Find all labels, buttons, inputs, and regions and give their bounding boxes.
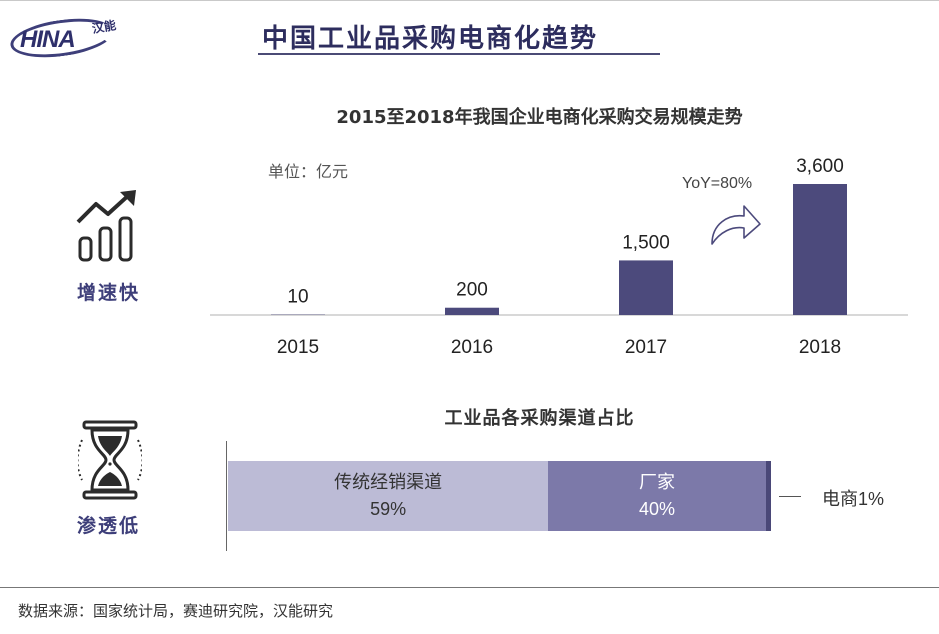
channel-stacked-bar: 传统经销渠道 59% 厂家 40% — [228, 461, 771, 531]
segment-manufacturer: 厂家 40% — [548, 461, 766, 531]
x-tick-label: 2015 — [277, 337, 319, 358]
growth-chart-title: 2015至2018年我国企业电商化采购交易规模走势 — [336, 107, 743, 128]
segment-label: 厂家 — [638, 472, 675, 493]
yoy-arrow-icon — [711, 205, 761, 245]
page-title: 中国工业品采购电商化趋势 — [262, 24, 599, 54]
bar-value-label: 3,600 — [796, 156, 844, 177]
bar-2018 — [793, 184, 847, 315]
x-tick-label: 2017 — [625, 337, 667, 358]
ecommerce-value: 1% — [858, 489, 885, 509]
logo: HINA 汉能 — [8, 12, 120, 64]
logo-text: HINA — [20, 26, 76, 53]
bar-value-label: 1,500 — [622, 232, 670, 253]
x-tick-label: 2016 — [451, 337, 493, 358]
bar-2016 — [445, 307, 499, 315]
bottom-rule — [0, 587, 939, 588]
bar-value-label: 10 — [287, 287, 308, 308]
growth-side-label: 增速快 — [77, 282, 141, 304]
bar-2017 — [619, 260, 673, 315]
bar-value-label: 200 — [456, 280, 488, 301]
channel-axis-line — [226, 441, 227, 551]
ecommerce-label: 电商1% — [822, 485, 884, 511]
source-note: 数据来源：国家统计局，赛迪研究院，汉能研究 — [18, 602, 334, 620]
growth-chart-icon — [76, 190, 136, 262]
unit-label: 单位：亿元 — [268, 162, 349, 181]
segment-label: 传统经销渠道 — [334, 472, 443, 493]
ecommerce-name: 电商 — [822, 489, 858, 510]
segment-ecommerce — [765, 461, 771, 531]
ecommerce-leader-line — [779, 496, 801, 497]
top-rule — [0, 0, 939, 1]
hourglass-icon — [78, 420, 142, 500]
channel-chart-title: 工业品各采购渠道占比 — [444, 408, 635, 429]
hourglass-side-label: 渗透低 — [77, 515, 141, 537]
yoy-label: YoY=80% — [682, 175, 753, 192]
bars-layer: 10 2015 200 2016 1,500 2017 3,600 2018 — [271, 156, 847, 358]
x-tick-label: 2018 — [799, 337, 841, 358]
title-underline — [258, 53, 660, 55]
segment-traditional-channel: 传统经销渠道 59% — [228, 461, 549, 531]
segment-value: 59% — [370, 499, 407, 519]
segment-value: 40% — [638, 499, 675, 519]
